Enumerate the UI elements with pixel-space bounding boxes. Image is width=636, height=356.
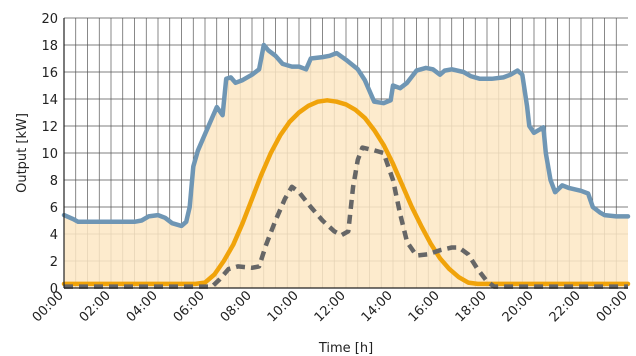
y-tick-label: 10 xyxy=(41,147,58,162)
series-layer xyxy=(61,42,631,289)
x-tick-label: 00:00 xyxy=(30,288,67,325)
y-tick-label: 0 xyxy=(50,282,58,297)
x-tick-label: 14:00 xyxy=(359,288,396,325)
y-tick-label: 16 xyxy=(41,66,58,81)
y-tick-label: 8 xyxy=(50,174,58,189)
x-tick-label: 04:00 xyxy=(124,288,161,325)
x-tick-label: 10:00 xyxy=(265,288,302,325)
y-tick-label: 6 xyxy=(50,201,58,216)
x-tick-label: 18:00 xyxy=(453,288,490,325)
x-tick-label: 16:00 xyxy=(406,288,443,325)
x-tick-label: 00:00 xyxy=(594,288,631,325)
y-tick-label: 18 xyxy=(41,39,58,54)
y-axis-label: Output [kW] xyxy=(15,113,30,193)
y-tick-label: 4 xyxy=(50,228,58,243)
y-tick-label: 2 xyxy=(50,255,58,270)
y-tick-label: 20 xyxy=(41,12,58,27)
x-axis-label: Time [h] xyxy=(318,341,373,356)
y-tick-label: 14 xyxy=(41,93,58,108)
axes xyxy=(63,18,628,289)
x-tick-label: 12:00 xyxy=(312,288,349,325)
series-load-line xyxy=(61,42,631,229)
x-tick-label: 06:00 xyxy=(171,288,208,325)
y-tick-label: 12 xyxy=(41,120,58,135)
x-tick-label: 02:00 xyxy=(77,288,114,325)
x-tick-label: 08:00 xyxy=(218,288,255,325)
series-dashed-line xyxy=(64,145,628,289)
series-load-area xyxy=(64,45,628,288)
x-tick-label: 22:00 xyxy=(547,288,584,325)
x-tick-label: 20:00 xyxy=(500,288,537,325)
